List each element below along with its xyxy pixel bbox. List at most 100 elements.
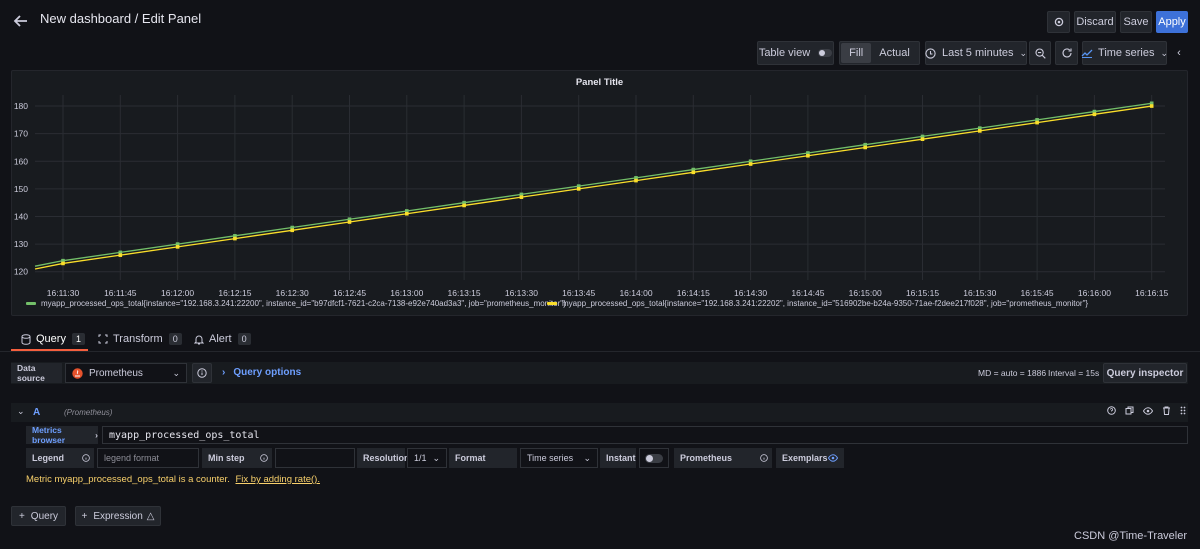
time-series-chart[interactable]: 16:11:30 16:11:45 16:12:00 16:12:15 16:12:30…	[0, 0, 1200, 320]
data-point[interactable]	[519, 192, 524, 197]
apply-button[interactable]: Apply	[1156, 11, 1188, 33]
discard-button[interactable]: Discard	[1074, 11, 1116, 33]
tab-label: Query	[36, 333, 66, 345]
data-point[interactable]	[61, 258, 65, 263]
metrics-browser-button[interactable]: Metrics browser ›	[26, 425, 98, 445]
x-tick-label: 16:13:00	[390, 288, 423, 298]
data-point[interactable]	[576, 187, 581, 191]
chevron-down-icon: ⌄	[432, 452, 440, 463]
data-point[interactable]	[1035, 120, 1039, 125]
settings-button[interactable]	[1047, 11, 1070, 33]
tab-query[interactable]: Query 1	[21, 333, 85, 345]
data-point[interactable]	[691, 170, 696, 175]
tab-count: 0	[168, 333, 182, 345]
data-point[interactable]	[462, 203, 466, 208]
legend-item[interactable]: myapp_processed_ops_total{instance="192.…	[26, 299, 566, 308]
data-point[interactable]	[634, 176, 638, 180]
data-point[interactable]	[748, 162, 753, 166]
data-point[interactable]	[1149, 101, 1154, 106]
data-point[interactable]	[634, 178, 638, 183]
data-point[interactable]	[978, 129, 982, 133]
add-query-button[interactable]: + Query	[11, 506, 66, 526]
plus-icon: +	[18, 510, 25, 522]
collapse-query-toggle[interactable]: ⌄	[17, 406, 25, 416]
add-expression-button[interactable]: + Expression △	[75, 506, 161, 526]
y-tick-label: 160	[14, 156, 28, 166]
x-tick-label: 16:12:30	[276, 288, 309, 298]
data-point[interactable]	[405, 209, 409, 213]
drag-handle-icon[interactable]	[1180, 406, 1186, 415]
datasource-select[interactable]: Prometheus ⌄	[65, 363, 187, 383]
save-button[interactable]: Save	[1120, 11, 1152, 33]
data-point[interactable]	[806, 151, 810, 155]
data-point[interactable]	[118, 253, 123, 257]
tab-transform[interactable]: Transform 0	[98, 333, 182, 345]
chevron-right-icon: ›	[222, 367, 226, 378]
instant-toggle[interactable]	[639, 448, 669, 468]
data-point[interactable]	[748, 159, 753, 164]
data-point[interactable]	[863, 145, 867, 150]
exemplars-toggle[interactable]: Exemplars	[776, 448, 844, 468]
collapse-options-button[interactable]: ‹	[1170, 41, 1188, 65]
data-point[interactable]	[1035, 118, 1039, 122]
tab-count: 1	[71, 333, 85, 345]
actual-option[interactable]: Actual	[879, 47, 910, 59]
datasource-help-button[interactable]	[192, 363, 212, 383]
data-point[interactable]	[61, 261, 65, 266]
refresh-button[interactable]	[1055, 41, 1078, 65]
data-point[interactable]	[920, 137, 925, 141]
format-select[interactable]: Time series ⌄	[520, 448, 598, 468]
data-point[interactable]	[175, 245, 180, 249]
data-point[interactable]	[519, 195, 524, 199]
clock-icon	[925, 47, 936, 59]
fill-option[interactable]: Fill	[841, 43, 872, 63]
toggle-switch[interactable]	[818, 49, 833, 57]
zoom-out-button[interactable]	[1029, 41, 1051, 65]
data-point[interactable]	[347, 217, 352, 222]
trash-icon[interactable]	[1162, 406, 1171, 415]
resolution-select[interactable]: 1/1 ⌄	[407, 448, 447, 468]
min-step-input[interactable]	[275, 448, 355, 468]
data-point[interactable]	[920, 134, 925, 139]
query-expression-input[interactable]: myapp_processed_ops_total	[102, 426, 1188, 444]
eye-icon[interactable]	[1143, 406, 1153, 415]
data-point[interactable]	[1092, 109, 1097, 114]
visualization-picker[interactable]: Time series ⌄	[1081, 41, 1168, 65]
chevron-down-icon: ⌄	[1160, 47, 1168, 58]
data-point[interactable]	[1149, 104, 1154, 108]
legend-format-input[interactable]: legend format	[97, 448, 199, 468]
data-point[interactable]	[863, 142, 867, 147]
data-point[interactable]	[233, 234, 237, 238]
data-point[interactable]	[576, 184, 581, 188]
data-point[interactable]	[806, 153, 810, 158]
data-point[interactable]	[405, 211, 409, 216]
query-inspector-button[interactable]: Query inspector	[1103, 363, 1187, 383]
chevron-down-icon: ⌄	[172, 367, 180, 378]
series-line[interactable]	[34, 102, 1152, 267]
table-view-toggle[interactable]: Table view	[757, 41, 834, 65]
data-point[interactable]	[233, 236, 237, 241]
fix-rate-link[interactable]: Fix by adding rate().	[235, 474, 320, 485]
active-tab-indicator	[11, 349, 88, 351]
help-icon[interactable]	[1107, 406, 1116, 415]
data-point[interactable]	[118, 250, 123, 255]
data-point[interactable]	[691, 167, 696, 172]
time-range-picker[interactable]: Last 5 minutes ⌄	[925, 41, 1027, 65]
data-point[interactable]	[290, 225, 294, 230]
query-options-toggle[interactable]: › Query options	[222, 367, 301, 378]
data-point[interactable]	[1092, 112, 1097, 117]
tab-alert[interactable]: Alert 0	[194, 333, 251, 345]
data-point[interactable]	[978, 126, 982, 130]
x-tick-label: 16:14:00	[619, 288, 652, 298]
query-ref-id[interactable]: A	[33, 407, 41, 418]
data-point[interactable]	[290, 228, 294, 233]
back-arrow-icon[interactable]	[12, 12, 30, 30]
legend-item[interactable]: myapp_processed_ops_total{instance="192.…	[547, 299, 1088, 308]
data-point[interactable]	[462, 200, 466, 205]
data-point[interactable]	[175, 242, 180, 246]
panel-preview	[11, 70, 1188, 316]
data-point[interactable]	[347, 220, 352, 224]
copy-icon[interactable]	[1125, 406, 1134, 415]
table-view-label: Table view	[758, 47, 811, 59]
instant-label: Instant	[600, 448, 636, 468]
